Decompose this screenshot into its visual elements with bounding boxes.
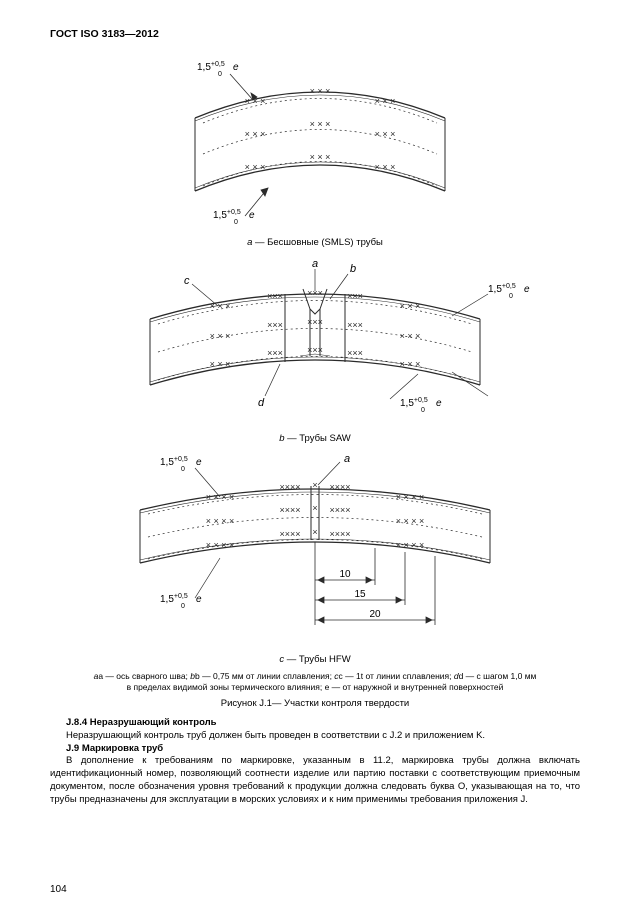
figure-legend: aa — ось сварного шва; bb — 0,75 мм от л…	[50, 671, 580, 694]
svg-text:× × × ×: × × × ×	[396, 540, 425, 550]
svg-text:0: 0	[218, 71, 222, 78]
svg-text:× × ×: × × ×	[210, 331, 231, 341]
svg-text:×××: ×××	[267, 348, 283, 358]
svg-text:× × ×: × × ×	[375, 129, 396, 139]
svg-text:a: a	[344, 453, 350, 465]
page-number: 104	[50, 884, 67, 895]
figure-a-caption: a — Бесшовные (SMLS) трубы	[50, 237, 580, 248]
figure-b-caption: b — Трубы SAW	[50, 433, 580, 444]
figure-b: × × ××××××××××× × × × × ××××××××××× × × …	[100, 254, 530, 429]
svg-text:0: 0	[181, 466, 185, 473]
svg-text:c: c	[184, 275, 190, 287]
svg-text:×××: ×××	[267, 320, 283, 330]
svg-text:b: b	[350, 263, 356, 275]
section-j9-body: В дополнение к требованиям по маркировке…	[50, 755, 580, 806]
section-j9-title: J.9 Маркировка труб	[50, 743, 580, 756]
svg-text:e: e	[524, 284, 530, 295]
svg-text:× × × ×: × × × ×	[206, 540, 235, 550]
section-j84-title: J.8.4 Неразрушающий контроль	[50, 717, 580, 730]
svg-text:20: 20	[369, 609, 381, 620]
svg-text:0: 0	[234, 219, 238, 226]
svg-text:××××: ××××	[329, 505, 350, 515]
figure-a: × × × × × × × × × × × × × × × × × × × × × × ×…	[125, 48, 505, 233]
svg-text:×: ×	[312, 527, 317, 537]
svg-text:××××: ××××	[329, 482, 350, 492]
svg-text:× × ×: × × ×	[245, 162, 266, 172]
figure-c: × × × ××××××××××× × × × × × × ××××××××××…	[100, 450, 530, 650]
doc-header: ГОСТ ISO 3183—2012	[50, 28, 580, 40]
svg-text:×××: ×××	[347, 348, 363, 358]
svg-text:× × ×: × × ×	[375, 96, 396, 106]
svg-text:× × ×: × × ×	[400, 359, 421, 369]
body-text: J.8.4 Неразрушающий контроль Неразрушающ…	[50, 717, 580, 807]
svg-text:××××: ××××	[279, 529, 300, 539]
svg-text:×××: ×××	[307, 317, 323, 327]
svg-text:× × ×: × × ×	[400, 331, 421, 341]
svg-text:d: d	[258, 397, 265, 409]
svg-text:e: e	[249, 210, 255, 221]
figure-title: Рисунок J.1— Участки контроля твердости	[50, 698, 580, 709]
svg-text:× × ×: × × ×	[310, 119, 331, 129]
svg-text:×××: ×××	[267, 291, 283, 301]
svg-text:× × ×: × × ×	[210, 359, 231, 369]
svg-text:a: a	[312, 258, 318, 270]
svg-text:e: e	[196, 457, 202, 468]
svg-text:×: ×	[312, 480, 317, 490]
svg-text:× × × ×: × × × ×	[206, 516, 235, 526]
svg-text:× × × ×: × × × ×	[396, 516, 425, 526]
svg-text:××××: ××××	[279, 482, 300, 492]
svg-text:0: 0	[181, 603, 185, 610]
svg-text:e: e	[233, 62, 239, 73]
svg-text:×××: ×××	[347, 291, 363, 301]
section-j84-body: Неразрушающий контроль труб должен быть …	[50, 730, 580, 743]
svg-text:× × ×: × × ×	[310, 86, 331, 96]
svg-text:e: e	[436, 398, 442, 409]
svg-text:× × ×: × × ×	[310, 152, 331, 162]
figure-c-caption: c — Трубы HFW	[50, 654, 580, 665]
svg-text:×: ×	[312, 503, 317, 513]
svg-text:× × ×: × × ×	[375, 162, 396, 172]
svg-text:0: 0	[421, 407, 425, 414]
svg-text:××××: ××××	[279, 505, 300, 515]
svg-text:× × ×: × × ×	[210, 301, 231, 311]
svg-text:× × ×: × × ×	[400, 301, 421, 311]
svg-text:×××: ×××	[307, 345, 323, 355]
svg-text:× × × ×: × × × ×	[396, 492, 425, 502]
svg-text:×××: ×××	[347, 320, 363, 330]
svg-text:× × ×: × × ×	[245, 129, 266, 139]
svg-text:10: 10	[339, 569, 351, 580]
svg-text:0: 0	[509, 293, 513, 300]
svg-text:××××: ××××	[329, 529, 350, 539]
svg-text:15: 15	[354, 589, 366, 600]
svg-text:e: e	[196, 594, 202, 605]
